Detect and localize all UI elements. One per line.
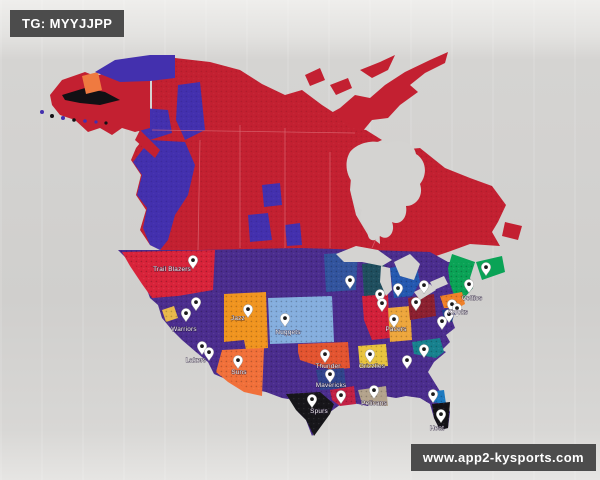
team-label-pacers: Pacers: [385, 326, 406, 333]
alaska-orange-patch: [82, 72, 102, 94]
team-label-nuggets: Nuggets: [275, 329, 300, 336]
alaska-black-streak: [62, 88, 120, 105]
team-label-grizzlies: Grizzlies: [359, 363, 385, 370]
team-label-suns: Suns: [231, 369, 246, 376]
alaska: [40, 55, 175, 158]
alaska-panhandle: [135, 130, 160, 158]
team-label-warriors: Warriors: [171, 326, 197, 333]
canada-texture: [131, 58, 506, 258]
team-labels-layer: Trail Blazers Warriors Lakers Jazz Nuggets Su…: [153, 266, 483, 433]
team-label-spurs: Spurs: [310, 408, 328, 415]
north-slope-purple: [95, 55, 175, 82]
team-label-trail-blazers: Trail Blazers: [153, 266, 191, 273]
watermark-telegram-text: TG: MYYJJPP: [22, 16, 113, 31]
team-label-mavericks: Mavericks: [316, 382, 347, 389]
water-bodies: [336, 141, 448, 300]
team-label-celtics: Celtics: [462, 295, 483, 302]
region-newfoundland: [502, 222, 522, 240]
team-label-heat: Heat: [430, 425, 444, 432]
watermark-telegram-badge: TG: MYYJJPP: [10, 10, 125, 37]
watermark-site-badge: www.app2-kysports.com: [410, 444, 596, 471]
hudson-bay: [346, 141, 425, 241]
team-label-knicks: Knicks: [448, 309, 468, 316]
watermark-site-text: www.app2-kysports.com: [422, 450, 584, 465]
lake-superior: [336, 246, 392, 266]
team-label-pelicans: Pelicans: [361, 400, 387, 407]
aleutian-islands: [40, 110, 108, 125]
team-label-jazz: Jazz: [231, 315, 245, 322]
team-label-lakers: Lakers: [186, 357, 206, 364]
lake-huron: [394, 254, 420, 280]
lake-ontario: [430, 276, 448, 290]
lake-michigan: [380, 266, 392, 296]
team-label-thunder: Thunder: [315, 363, 341, 370]
